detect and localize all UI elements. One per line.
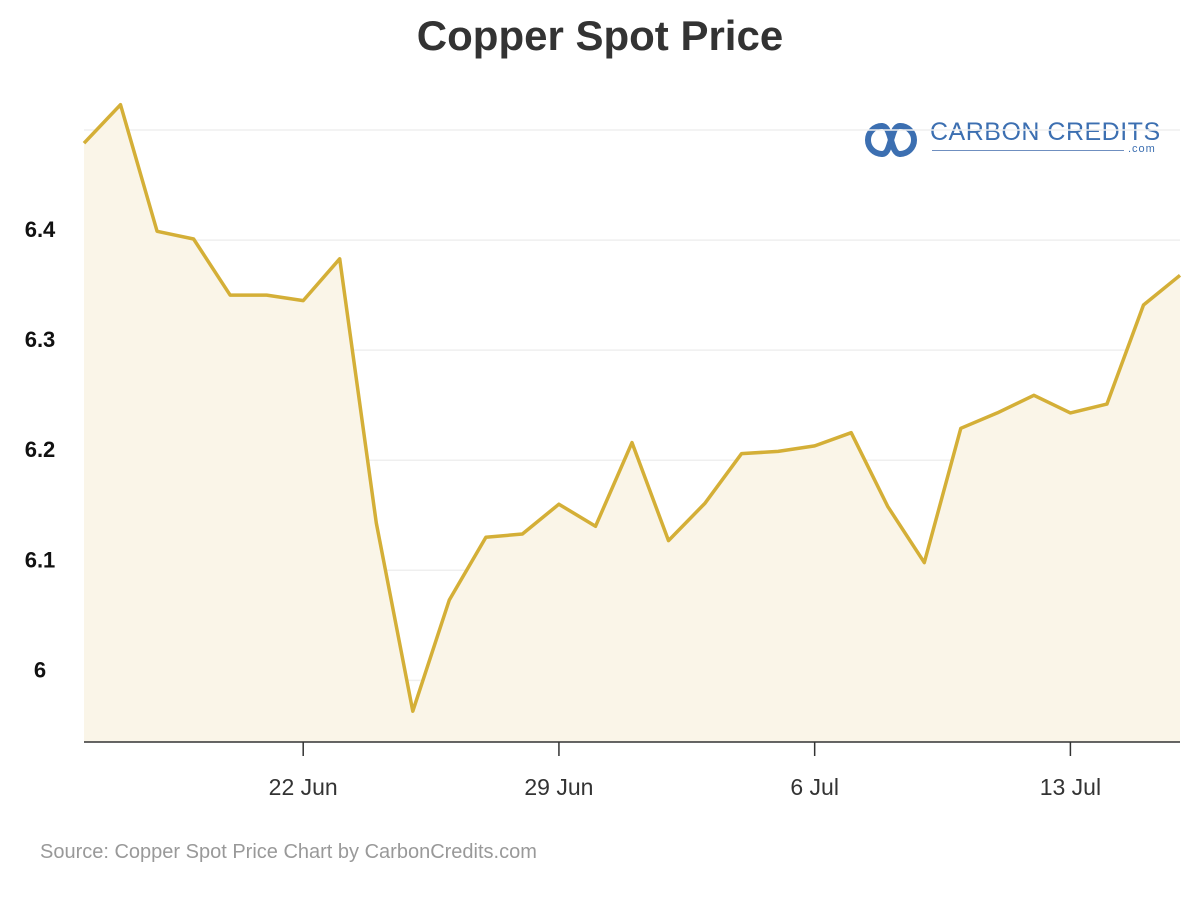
carbon-credits-logo: CARBON CREDITS .com — [858, 116, 1168, 164]
x-tick-label: 13 Jul — [1040, 774, 1101, 800]
y-tick-label: 6 — [34, 657, 46, 682]
x-axis-ticks: 22 Jun 29 Jun 6 Jul 13 Jul — [269, 742, 1101, 800]
y-tick-label: 6.2 — [25, 437, 56, 462]
x-tick-label: 29 Jun — [524, 774, 593, 800]
y-tick-label: 6.3 — [25, 327, 56, 352]
y-tick-label: 6.1 — [25, 547, 56, 572]
logo-domain: .com — [1128, 143, 1156, 155]
y-tick-label: 6.4 — [25, 217, 56, 242]
logo-underline — [932, 150, 1124, 151]
source-note: Source: Copper Spot Price Chart by Carbo… — [40, 841, 537, 863]
linked-rings-icon — [865, 123, 917, 157]
chart-title: Copper Spot Price — [416, 12, 784, 59]
x-tick-label: 6 Jul — [790, 774, 839, 800]
y-axis-ticks: 6 6.1 6.2 6.3 6.4 — [25, 217, 56, 682]
x-tick-label: 22 Jun — [269, 774, 338, 800]
price-line — [82, 102, 1182, 713]
logo-text: CARBON CREDITS — [930, 118, 1161, 146]
price-area — [84, 104, 1180, 742]
